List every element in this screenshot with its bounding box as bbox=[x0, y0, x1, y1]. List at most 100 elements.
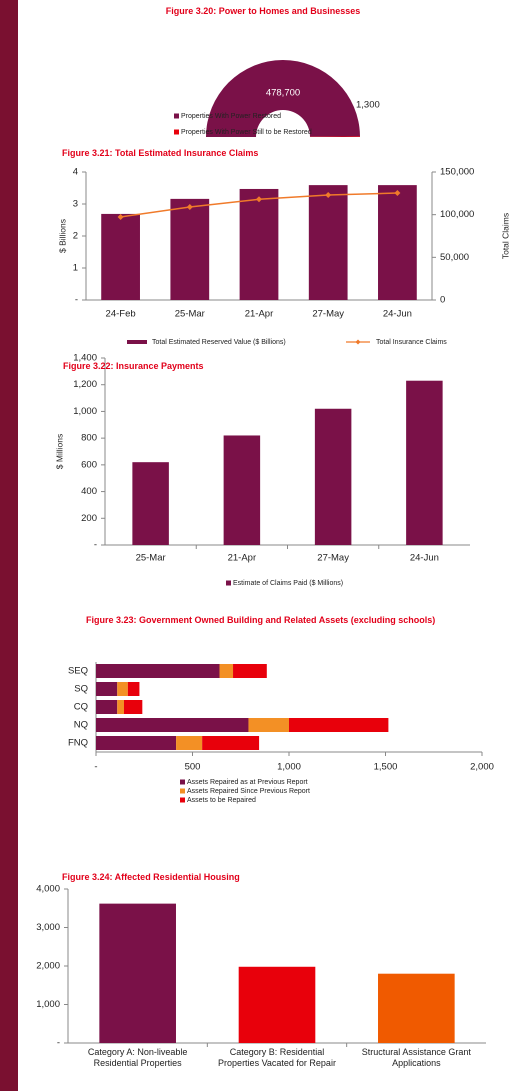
x-tick-label: Structural Assistance Grant Applications bbox=[361, 1047, 471, 1068]
y-tick-label: 4 bbox=[73, 167, 78, 178]
bar-segment bbox=[96, 664, 220, 678]
line-marker bbox=[325, 192, 332, 199]
legend-swatch bbox=[180, 788, 185, 794]
legend-swatch bbox=[127, 340, 147, 344]
donut-slice bbox=[206, 59, 360, 137]
x-tick-label: 1,500 bbox=[374, 762, 398, 773]
legend-label: Assets Repaired Since Previous Report bbox=[187, 788, 310, 795]
y-tick-label: 200 bbox=[81, 513, 97, 524]
line-marker bbox=[186, 203, 193, 210]
line-marker bbox=[117, 213, 124, 220]
bar-segment bbox=[248, 718, 289, 732]
x-tick-label: 24-Feb bbox=[106, 309, 136, 320]
y-tick-label: 150,000 bbox=[440, 167, 474, 178]
y-tick-label: - bbox=[57, 1038, 60, 1049]
y-tick-label: 100,000 bbox=[440, 209, 474, 220]
x-tick-label: 24-Jun bbox=[383, 309, 412, 320]
x-tick-label: 21-Apr bbox=[228, 553, 257, 564]
x-tick-label: - bbox=[94, 762, 97, 773]
legend-swatch bbox=[180, 797, 185, 803]
bar-segment bbox=[117, 682, 128, 696]
bar-segment bbox=[127, 682, 140, 696]
y-tick-label: CQ bbox=[74, 702, 88, 713]
bar bbox=[223, 435, 261, 545]
legend-swatch bbox=[174, 113, 179, 119]
y-tick-label: 2 bbox=[73, 231, 78, 242]
bar-segment bbox=[233, 664, 267, 678]
value-label: 478,700 bbox=[266, 88, 300, 99]
x-tick-label: Category A: Non-liveable Residential Pro… bbox=[87, 1047, 188, 1068]
bar bbox=[238, 966, 316, 1043]
bar bbox=[314, 408, 352, 545]
y-tick-label: 4,000 bbox=[36, 884, 60, 895]
x-tick-label: 25-Mar bbox=[136, 553, 166, 564]
bar bbox=[170, 198, 210, 300]
bar-segment bbox=[96, 718, 249, 732]
y-tick-label: FNQ bbox=[68, 738, 88, 749]
y-tick-label: 1,200 bbox=[73, 379, 97, 390]
legend-swatch bbox=[180, 779, 185, 785]
y-tick-label: 800 bbox=[81, 433, 97, 444]
bar-segment bbox=[202, 736, 260, 750]
bar bbox=[378, 185, 417, 300]
y-tick-label: - bbox=[94, 540, 97, 551]
y-tick-label: - bbox=[75, 295, 78, 306]
y-tick-label: SEQ bbox=[68, 666, 88, 677]
x-tick-label: 25-Mar bbox=[175, 309, 205, 320]
legend-swatch bbox=[226, 580, 231, 586]
x-tick-label: 500 bbox=[185, 762, 201, 773]
bar-segment bbox=[96, 736, 177, 750]
y-tick-label: 3,000 bbox=[36, 922, 60, 933]
legend-label: Properties With Power Still to be Restor… bbox=[181, 129, 312, 136]
bar-segment bbox=[96, 682, 118, 696]
legend-swatch bbox=[174, 129, 179, 135]
bar-segment bbox=[117, 700, 124, 714]
value-label: 1,300 bbox=[356, 100, 380, 111]
y-tick-label: 600 bbox=[81, 459, 97, 470]
bar bbox=[99, 903, 176, 1043]
bar-segment bbox=[289, 718, 389, 732]
x-tick-label: 2,000 bbox=[470, 762, 494, 773]
x-tick-label: 21-Apr bbox=[245, 309, 274, 320]
chart-title: Figure 3.24: Affected Residential Housin… bbox=[62, 872, 240, 882]
line-marker bbox=[394, 189, 401, 196]
x-tick-label: 1,000 bbox=[277, 762, 301, 773]
bar bbox=[239, 188, 279, 300]
y-tick-label: SQ bbox=[74, 684, 88, 695]
y-tick-label: 1,000 bbox=[73, 406, 97, 417]
x-tick-label: 27-May bbox=[317, 553, 349, 564]
chart-title: Figure 3.21: Total Estimated Insurance C… bbox=[62, 148, 259, 158]
bar-segment bbox=[219, 664, 234, 678]
chart-title: Figure 3.23: Government Owned Building a… bbox=[86, 615, 436, 625]
y-tick-label: 400 bbox=[81, 486, 97, 497]
bar-segment bbox=[96, 700, 118, 714]
y-tick-label: 1,400 bbox=[73, 353, 97, 364]
y-tick-label: 1 bbox=[73, 263, 78, 274]
y-tick-label: 50,000 bbox=[440, 252, 469, 263]
line-marker bbox=[256, 196, 262, 203]
x-tick-label: 24-Jun bbox=[410, 553, 439, 564]
bar bbox=[378, 973, 455, 1043]
chart-title: Figure 3.20: Power to Homes and Business… bbox=[165, 6, 361, 16]
bar bbox=[101, 213, 140, 300]
bar bbox=[308, 185, 348, 300]
axis-label: $ Billions bbox=[57, 219, 67, 253]
y-tick-label: 0 bbox=[440, 295, 445, 306]
x-tick-label: 27-May bbox=[312, 309, 344, 320]
bar bbox=[132, 462, 169, 545]
y-tick-label: NQ bbox=[74, 720, 88, 731]
donut-slice bbox=[309, 136, 360, 137]
legend-label: Properties With Power Restored bbox=[181, 113, 281, 120]
y-tick-label: 2,000 bbox=[36, 961, 60, 972]
bar-segment bbox=[176, 736, 203, 750]
bar bbox=[406, 380, 443, 545]
side-strip bbox=[0, 0, 18, 1091]
legend-label: Assets Repaired as at Previous Report bbox=[187, 779, 308, 786]
x-tick-label: Category B: Residential Properties Vacat… bbox=[218, 1047, 336, 1068]
legend-label: Assets to be Repaired bbox=[187, 797, 256, 804]
axis-label: $ Millions bbox=[54, 434, 64, 469]
legend-label: Total Estimated Reserved Value ($ Billio… bbox=[152, 339, 286, 346]
bar-segment bbox=[123, 700, 143, 714]
